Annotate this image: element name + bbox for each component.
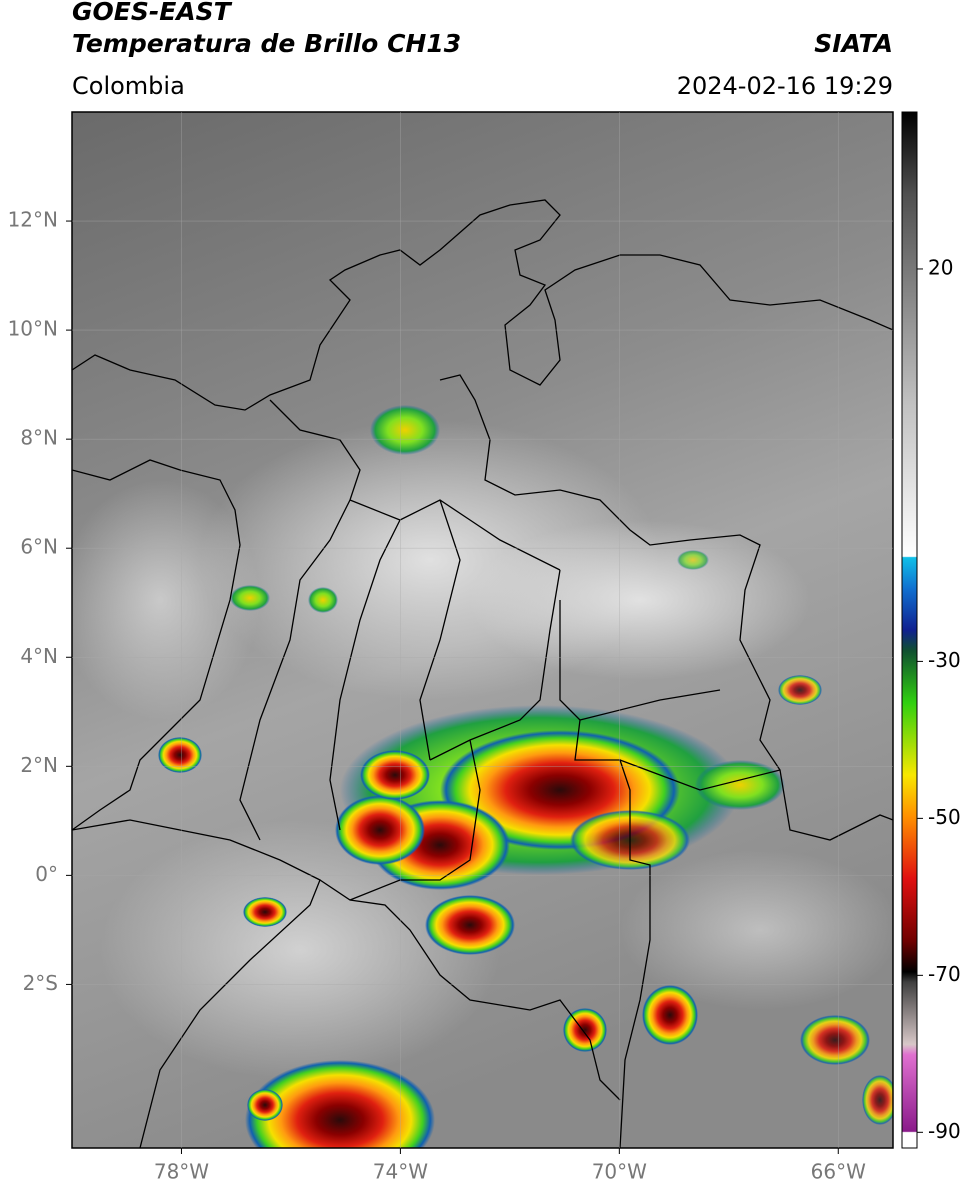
colorbar-tick-label: 20 [928,255,953,279]
title: GOES-EAST [72,0,233,26]
y-tick-label: 10°N [8,317,58,341]
colorbar [901,111,918,1149]
source: SIATA [814,29,893,58]
x-tick-label: 74°W [373,1160,428,1184]
y-tick-label: 4°N [20,644,58,668]
map-image [72,112,893,1148]
subtitle: Temperatura de Brillo CH13 [72,29,461,58]
y-tick-label: 12°N [8,208,58,232]
colorbar-tick-label: -70 [928,962,961,986]
y-tick-label: 6°N [20,535,58,559]
colorbar-tick-label: -30 [928,648,961,672]
y-tick-label: 0° [35,862,58,886]
y-tick-label: 2°N [20,753,58,777]
x-tick-label: 78°W [154,1160,209,1184]
region: Colombia [72,72,185,100]
timestamp: 2024-02-16 19:29 [677,72,893,100]
y-tick-label: 8°N [20,426,58,450]
y-tick-label: 2°S [23,971,58,995]
colorbar-tick-label: -90 [928,1119,961,1143]
x-tick-label: 70°W [592,1160,647,1184]
x-tick-label: 66°W [811,1160,866,1184]
colorbar-tick-label: -50 [928,805,961,829]
map-frame [71,111,894,1149]
